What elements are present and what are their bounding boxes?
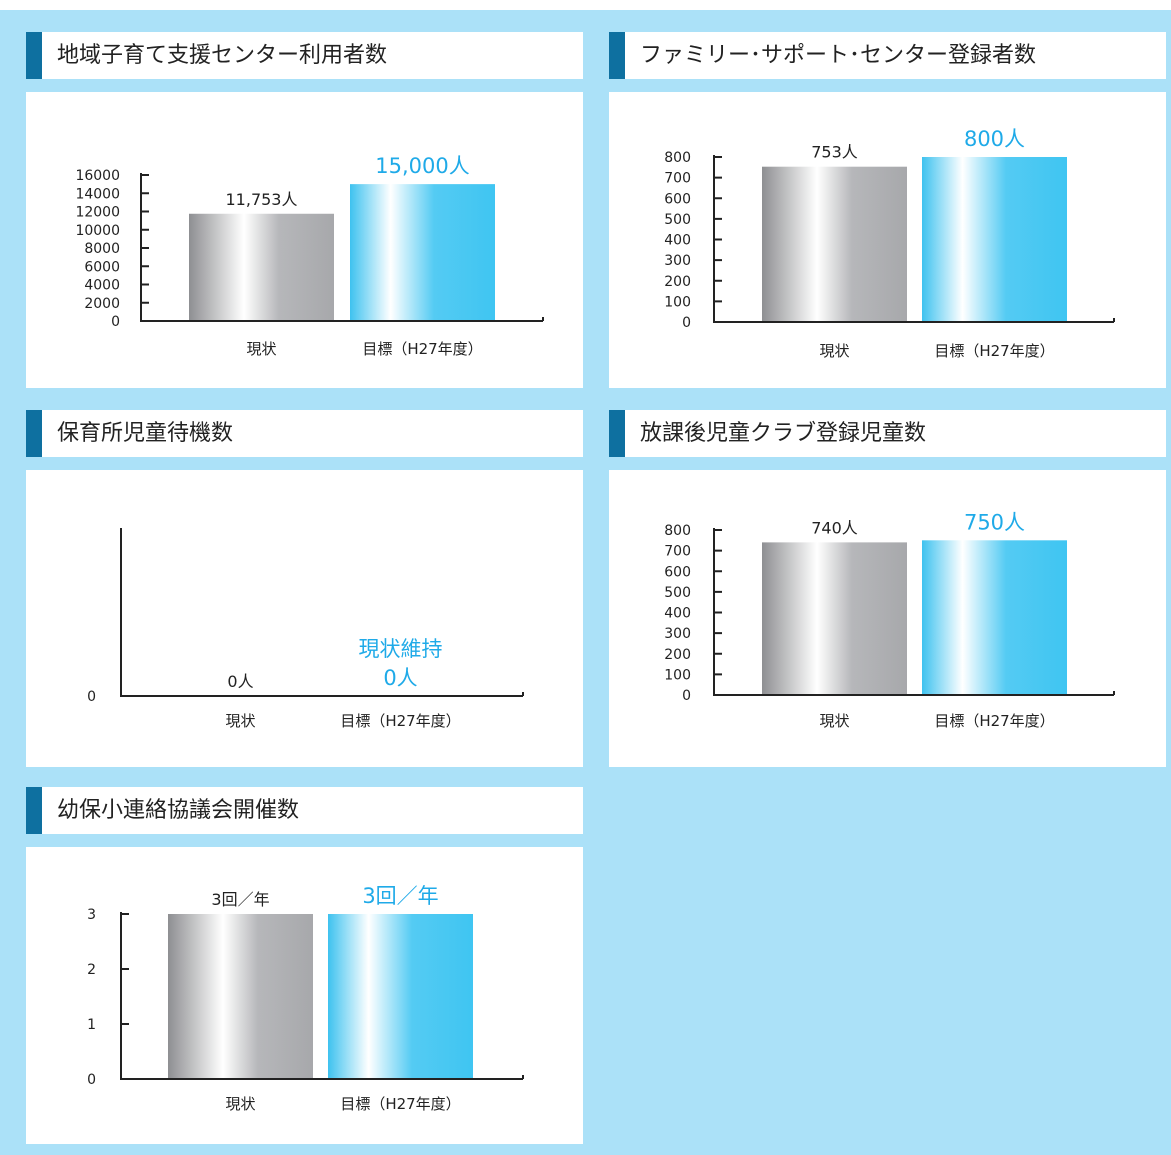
y-tick-label: 2 — [87, 962, 96, 978]
y-tick-label: 500 — [664, 585, 691, 601]
chart-panel-after-school-club: 0 100 200 300 400 500 600 700 800 現状 目標（H27年度） 740人… — [609, 470, 1166, 767]
category-label: 目標（H27年度） — [362, 340, 482, 358]
annotation-label: 現状維持 — [359, 637, 443, 661]
y-tick-label: 100 — [664, 294, 691, 310]
bar-chart-after-school-club: 0 100 200 300 400 500 600 700 800 現状 目標（H27年度） 740人… — [664, 510, 1115, 730]
y-tick-label: 6000 — [84, 259, 120, 275]
y-tick-label: 0 — [87, 1072, 96, 1088]
y-tick-label: 200 — [664, 274, 691, 290]
data-label: 15,000人 — [375, 154, 469, 178]
category-label: 現状 — [246, 340, 276, 358]
bar-0 — [762, 542, 907, 695]
y-tick-label: 0 — [87, 689, 96, 705]
bar-chart-liaison-council: 0 1 2 3 現状 目標（H27年度） 3回／年 3回／年 — [87, 884, 524, 1113]
chart-title: 保育所児童待機数 — [57, 421, 234, 446]
y-tick-label: 3 — [87, 907, 96, 923]
chart-title: 幼保小連絡協議会開催数 — [57, 798, 300, 823]
chart-panel-support-center: 0 2000 4000 6000 8000 10000 12000 14000 16000 現状 目… — [26, 92, 583, 388]
bar-0 — [762, 166, 907, 322]
chart-header-waiting-children: 保育所児童待機数 — [26, 410, 583, 457]
data-label: 11,753人 — [226, 190, 298, 209]
data-label: 0人 — [383, 666, 417, 690]
bar-1 — [350, 184, 495, 321]
y-tick-label: 0 — [111, 314, 120, 330]
chart-header-liaison-council: 幼保小連絡協議会開催数 — [26, 787, 583, 834]
data-label: 800人 — [964, 127, 1025, 151]
y-tick-label: 800 — [664, 523, 691, 539]
accent-bar — [26, 32, 42, 79]
accent-bar — [26, 787, 42, 834]
data-label: 740人 — [811, 518, 858, 537]
y-tick-label: 500 — [664, 212, 691, 228]
y-tick-label: 2000 — [84, 296, 120, 312]
y-tick-label: 16000 — [75, 168, 120, 184]
page: 地域子育て支援センター利用者数 0 2000 4000 6000 8000 10000 12… — [0, 10, 1171, 1155]
bar-0 — [189, 213, 334, 321]
y-tick-label: 300 — [664, 253, 691, 269]
accent-bar — [26, 410, 42, 457]
y-tick-label: 600 — [664, 564, 691, 580]
category-label: 目標（H27年度） — [934, 712, 1054, 730]
bar-chart-support-center: 0 2000 4000 6000 8000 10000 12000 14000 16000 現状 目… — [75, 154, 544, 358]
data-label: 750人 — [964, 510, 1025, 534]
y-tick-label: 8000 — [84, 241, 120, 257]
chart-title: 放課後児童クラブ登録児童数 — [640, 421, 927, 446]
accent-bar — [609, 410, 625, 457]
category-label: 目標（H27年度） — [340, 712, 460, 730]
category-label: 現状 — [225, 712, 255, 730]
chart-title: 地域子育て支援センター利用者数 — [57, 43, 388, 68]
chart-panel-family-support: 0 100 200 300 400 500 600 700 800 現状 目標（H27年度） 753人… — [609, 92, 1166, 388]
chart-title: ファミリー･サポート･センター登録者数 — [640, 43, 1037, 68]
chart-panel-liaison-council: 0 1 2 3 現状 目標（H27年度） 3回／年 3回／年 — [26, 847, 583, 1144]
accent-bar — [609, 32, 625, 79]
bar-chart-family-support: 0 100 200 300 400 500 600 700 800 現状 目標（H27年度） 753人… — [664, 127, 1115, 360]
y-tick-label: 200 — [664, 647, 691, 663]
bar-0 — [168, 914, 313, 1079]
bar-1 — [328, 914, 473, 1079]
data-label: 3回／年 — [211, 890, 269, 909]
y-tick-label: 700 — [664, 171, 691, 187]
bar-1 — [922, 157, 1067, 322]
category-label: 目標（H27年度） — [340, 1095, 460, 1113]
y-tick-label: 4000 — [84, 278, 120, 294]
y-tick-label: 12000 — [75, 205, 120, 221]
data-label: 753人 — [811, 143, 858, 162]
bar-chart-waiting-children: 0 現状 目標（H27年度） 0人 0人 現状維持 — [87, 528, 524, 730]
chart-header-family-support: ファミリー･サポート･センター登録者数 — [609, 32, 1166, 79]
data-label: 3回／年 — [362, 884, 438, 908]
y-tick-label: 10000 — [75, 223, 120, 239]
chart-header-support-center: 地域子育て支援センター利用者数 — [26, 32, 583, 79]
y-tick-label: 300 — [664, 626, 691, 642]
y-tick-label: 700 — [664, 544, 691, 560]
category-label: 現状 — [225, 1095, 255, 1113]
y-tick-label: 400 — [664, 606, 691, 622]
y-tick-label: 1 — [87, 1017, 96, 1033]
y-tick-label: 0 — [682, 688, 691, 704]
y-tick-label: 14000 — [75, 186, 120, 202]
data-label: 0人 — [227, 672, 253, 691]
bar-1 — [922, 540, 1067, 695]
y-tick-label: 100 — [664, 667, 691, 683]
y-tick-label: 400 — [664, 233, 691, 249]
chart-header-after-school-club: 放課後児童クラブ登録児童数 — [609, 410, 1166, 457]
y-tick-label: 800 — [664, 150, 691, 166]
y-tick-label: 0 — [682, 315, 691, 331]
category-label: 現状 — [819, 342, 849, 360]
y-tick-label: 600 — [664, 191, 691, 207]
chart-panel-waiting-children: 0 現状 目標（H27年度） 0人 0人 現状維持 — [26, 470, 583, 767]
category-label: 現状 — [819, 712, 849, 730]
category-label: 目標（H27年度） — [934, 342, 1054, 360]
